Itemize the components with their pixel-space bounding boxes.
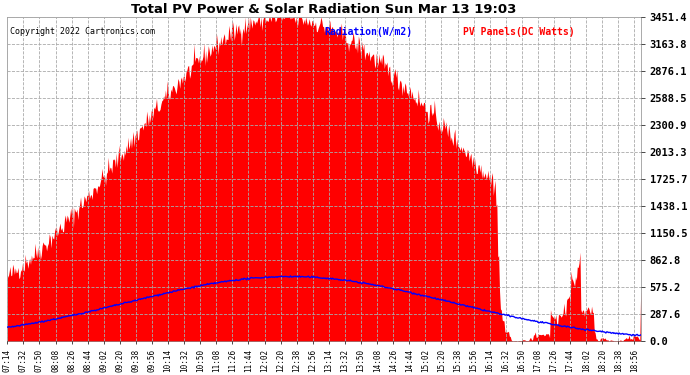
Title: Total PV Power & Solar Radiation Sun Mar 13 19:03: Total PV Power & Solar Radiation Sun Mar… — [131, 3, 517, 16]
Text: PV Panels(DC Watts): PV Panels(DC Watts) — [464, 27, 575, 37]
Text: Radiation(W/m2): Radiation(W/m2) — [324, 27, 412, 37]
Text: Copyright 2022 Cartronics.com: Copyright 2022 Cartronics.com — [10, 27, 155, 36]
